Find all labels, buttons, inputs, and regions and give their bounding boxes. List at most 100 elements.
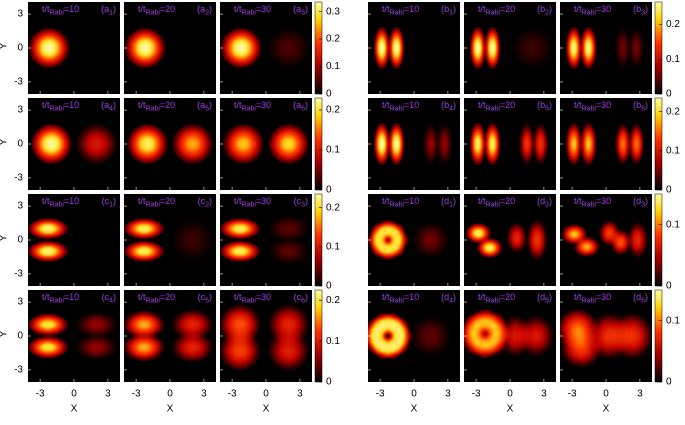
colorbar-tick-label: 0.2 [326, 202, 340, 213]
colorbar-tick-label: 0 [326, 185, 332, 196]
title-sub: Rabi [146, 297, 161, 304]
title-main: t/t [138, 196, 146, 206]
x-tick-label: 3 [105, 389, 111, 400]
y-tick-label: 0 [17, 139, 23, 150]
colorbar-tick-label: 0 [666, 185, 672, 196]
y-tick-label: 0 [17, 43, 23, 54]
panel-tag: (d6) [633, 292, 648, 304]
density-panel [464, 2, 556, 94]
panel-title: t/tRabi=30 [234, 100, 271, 112]
colorbar-tick-label: 0.1 [326, 336, 340, 347]
title-sub: Rabi [390, 297, 405, 304]
x-tick-label: 0 [71, 389, 77, 400]
tag-main: (b [537, 4, 545, 14]
density-map [220, 290, 312, 382]
title-time: =10 [64, 4, 79, 14]
x-axis-label: X [603, 404, 610, 415]
y-tick-label: 3 [17, 297, 23, 308]
tag-main: (a [197, 4, 205, 14]
tag-close: ) [549, 4, 552, 14]
title-main: t/t [574, 4, 582, 14]
title-time: =10 [404, 4, 419, 14]
title-sub: Rabi [486, 297, 501, 304]
title-main: t/t [234, 100, 242, 110]
density-blob [506, 222, 528, 254]
panel-tag: (a2) [197, 4, 212, 16]
panel-tag: (a4) [101, 100, 116, 112]
title-main: t/t [138, 4, 146, 14]
panel-title: t/tRabi=20 [478, 292, 515, 304]
panel-title: t/tRabi=10 [42, 292, 79, 304]
density-map [28, 98, 120, 190]
title-sub: Rabi [146, 201, 161, 208]
tag-main: (b [633, 4, 641, 14]
colorbar-tick-label: 0.3 [326, 6, 340, 17]
density-blob [615, 123, 631, 165]
tag-sub: 2 [545, 201, 549, 208]
panel-tag: (d2) [537, 196, 552, 208]
tag-main: (a [197, 100, 205, 110]
y-axis-label: Y [0, 330, 10, 337]
x-tick-label: 0 [167, 389, 173, 400]
colorbar [314, 1, 323, 95]
colorbar-tick-label: 0.1 [666, 315, 680, 326]
density-panel [464, 98, 556, 190]
tag-sub: 1 [109, 9, 113, 16]
title-time: =10 [404, 100, 419, 110]
tag-close: ) [113, 196, 116, 206]
density-blob [267, 123, 310, 165]
title-time: =20 [160, 4, 175, 14]
density-blob [28, 217, 69, 240]
title-time: =20 [500, 196, 515, 206]
panel-title: t/tRabi=30 [234, 292, 271, 304]
title-time: =30 [256, 292, 271, 302]
title-time: =10 [64, 196, 79, 206]
colorbar [654, 193, 663, 287]
tag-close: ) [305, 100, 308, 110]
density-panel [464, 290, 556, 382]
tag-sub: 3 [641, 201, 645, 208]
tag-main: (b [537, 100, 545, 110]
colorbar [314, 193, 323, 287]
density-blob [628, 123, 645, 165]
colorbar-tick-label: 0.2 [666, 106, 680, 117]
panel-tag: (a5) [197, 100, 212, 112]
density-blob [28, 335, 69, 359]
title-main: t/t [478, 4, 486, 14]
tag-main: (d [537, 196, 545, 206]
x-tick-label: -3 [132, 389, 141, 400]
density-blob [615, 27, 631, 69]
density-blob [124, 333, 165, 362]
title-time: =10 [64, 292, 79, 302]
density-blob [532, 123, 549, 165]
y-tick-label: 3 [17, 201, 23, 212]
tag-main: (d [633, 196, 641, 206]
colorbar [314, 97, 323, 191]
tag-sub: 2 [545, 9, 549, 16]
title-time: =20 [500, 4, 515, 14]
density-blob [267, 238, 310, 265]
tag-close: ) [549, 292, 552, 302]
tag-sub: 1 [449, 201, 453, 208]
colorbar-tick-label: 0 [666, 377, 672, 388]
tag-sub: 5 [545, 105, 549, 112]
density-blob [410, 315, 452, 357]
panel-title: t/tRabi=30 [234, 196, 271, 208]
colorbar [654, 1, 663, 95]
title-main: t/t [478, 196, 486, 206]
tag-sub: 3 [301, 9, 305, 16]
x-axis-label: X [263, 404, 270, 415]
title-main: t/t [574, 100, 582, 110]
tag-sub: 1 [449, 9, 453, 16]
tag-sub: 5 [205, 297, 209, 304]
title-time: =30 [596, 4, 611, 14]
x-tick-label: -3 [472, 389, 481, 400]
title-sub: Rabi [242, 105, 257, 112]
title-sub: Rabi [50, 9, 65, 16]
density-blob [28, 27, 70, 69]
x-tick-label: 3 [297, 389, 303, 400]
panel-tag: (c5) [198, 292, 212, 304]
density-map [560, 290, 652, 382]
tag-main: (d [633, 292, 641, 302]
density-blob [171, 123, 214, 165]
